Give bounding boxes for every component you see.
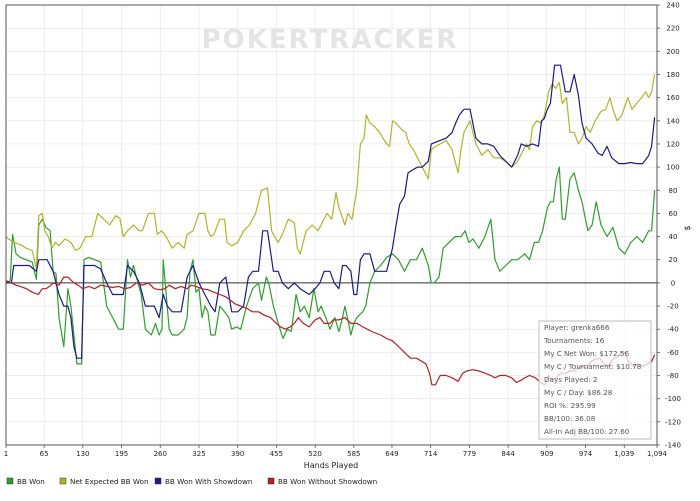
legend-label-with-showdown: BB Won With Showdown <box>165 477 252 486</box>
x-tick-label: 390 <box>231 450 244 458</box>
legend-swatch-net-expected[interactable] <box>59 477 67 485</box>
stats-allin-adj: All-In Adj BB/100: 27.60 <box>544 427 630 436</box>
y-tick-label: 60 <box>669 210 678 218</box>
legend-swatch-without-showdown[interactable] <box>267 477 275 485</box>
series-line-net-expected-bb-won <box>5 74 656 270</box>
watermark: POKERTRACKER <box>202 25 459 55</box>
y-tick-label: 20 <box>669 256 678 264</box>
x-tick-label: 974 <box>579 450 593 458</box>
y-tick-label: 160 <box>666 94 679 102</box>
x-tick-label: 714 <box>424 450 438 458</box>
y-tick-label: -120 <box>665 418 681 426</box>
stats-per-tournament: My C / Tournament: $10.78 <box>544 362 642 371</box>
x-tick-label: 520 <box>308 450 321 458</box>
x-tick-label: 1,094 <box>647 450 668 458</box>
x-tick-label: 260 <box>154 450 167 458</box>
stats-box: Player: grenka666 Tournaments: 16 My C N… <box>538 320 652 440</box>
y-tick-label: -40 <box>667 326 678 334</box>
series-line-bb-won-with-showdown <box>6 64 656 359</box>
y-tick-label: -140 <box>665 442 681 450</box>
y-tick-label: 140 <box>666 117 679 125</box>
legend-label-without-showdown: BB Won Without Showdown <box>278 477 377 486</box>
x-tick-label: 585 <box>347 450 360 458</box>
x-tick-label: 909 <box>540 450 553 458</box>
x-tick-label: 649 <box>385 450 398 458</box>
series-line-bb-won <box>5 166 656 365</box>
legend-label-net-expected: Net Expected BB Won <box>70 477 149 486</box>
legend-swatch-bb-won[interactable] <box>6 477 14 485</box>
y-tick-label: -20 <box>667 303 678 311</box>
stats-days-played: Days Played: 2 <box>544 375 597 384</box>
legend-label-bb-won: BB Won <box>17 477 45 486</box>
y-tick-label: 100 <box>666 164 679 172</box>
x-tick-label: 1 <box>4 450 8 458</box>
y-tick-label: 240 <box>666 2 679 10</box>
y-tick-label: -60 <box>667 349 678 357</box>
x-tick-label: 779 <box>463 450 476 458</box>
y-tick-label: 180 <box>666 71 679 79</box>
x-tick-label: 130 <box>76 450 89 458</box>
y-tick-label: 0 <box>671 279 675 287</box>
y-tick-label: 80 <box>669 187 678 195</box>
x-tick-label: 455 <box>270 450 283 458</box>
y-tick-label: -80 <box>667 372 678 380</box>
x-tick-label: 1,039 <box>614 450 634 458</box>
y-tick-label: 120 <box>666 140 679 148</box>
stats-bb-per-100: BB/100: 36.08 <box>544 414 596 423</box>
x-tick-label: 195 <box>115 450 128 458</box>
stats-tournaments: Tournaments: 16 <box>543 336 605 345</box>
y-axis-ticks: -140 -120 -100 -80 -60 -40 -20 0 20 40 60 80 100 120 1… <box>657 2 681 450</box>
x-tick-label: 844 <box>501 450 515 458</box>
y-tick-label: -100 <box>665 395 681 403</box>
stats-net-won: My C Net Won: $172.56 <box>544 349 629 358</box>
y-tick-label: 200 <box>666 48 679 56</box>
y-tick-label: 40 <box>669 233 678 241</box>
legend: BB Won Net Expected BB Won BB Won With S… <box>6 477 377 486</box>
legend-swatch-with-showdown[interactable] <box>154 477 162 485</box>
stats-box-frame <box>538 320 652 440</box>
stats-per-day: My C / Day: $86.28 <box>544 388 613 397</box>
y-axis-label: $ <box>683 225 692 230</box>
x-tick-label: 65 <box>40 450 49 458</box>
stats-player: Player: grenka666 <box>544 323 610 332</box>
x-axis-label: Hands Played <box>304 461 358 470</box>
stats-roi: ROI %: 295.99 <box>544 401 596 410</box>
y-tick-label: 220 <box>666 25 679 33</box>
plot-frame <box>5 4 658 446</box>
x-axis-ticks: 1 65 130 195 260 325 390 455 520 585 649 714 779 844 9… <box>4 445 668 458</box>
x-tick-label: 325 <box>192 450 205 458</box>
